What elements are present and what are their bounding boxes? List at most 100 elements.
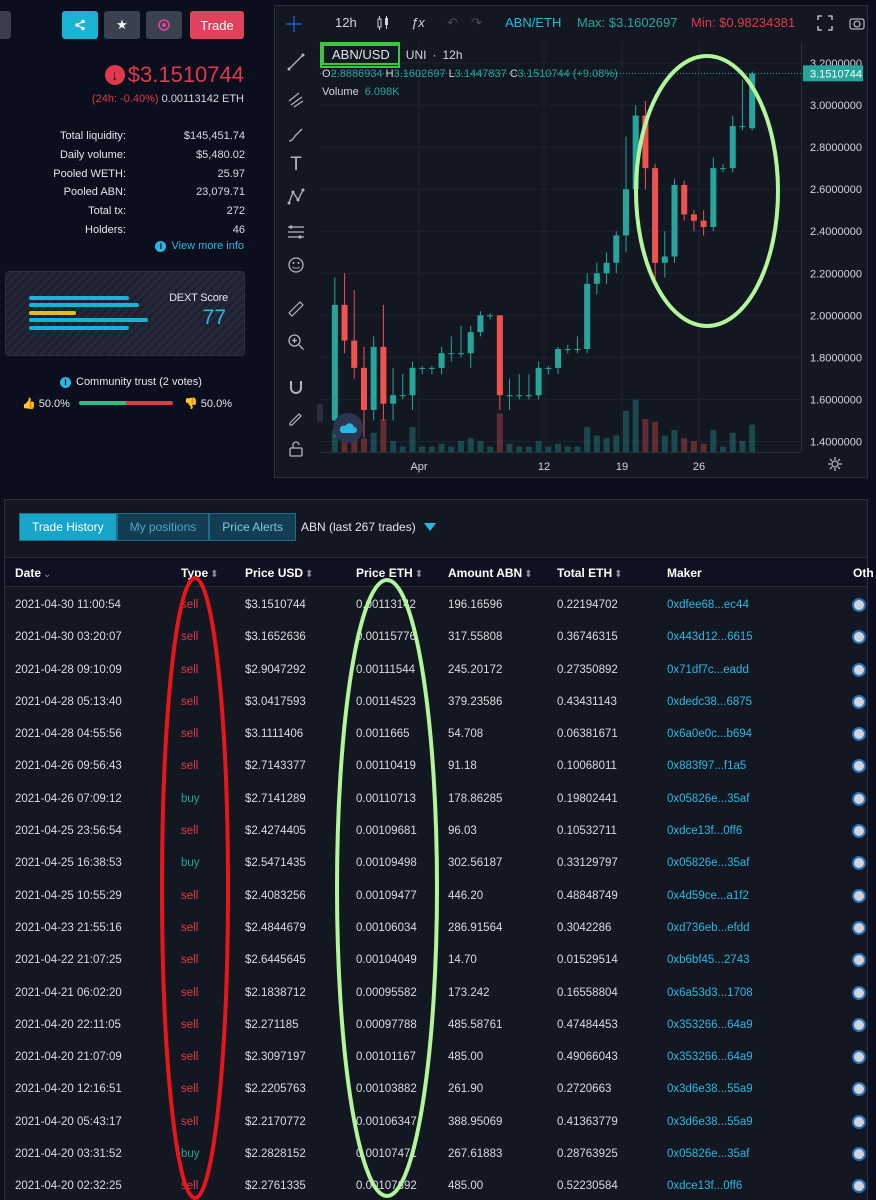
maker-address[interactable]: 0xdedc38...6875 [667,695,753,708]
table-row[interactable]: 2021-04-28 09:10:09 sell $2.9047292 0.00111… [5,654,867,686]
camera-icon[interactable] [849,15,865,34]
price-axis[interactable]: 3.2000000 3.0000000 2.8000000 2.6000000 2.40… [801,42,869,452]
maker-address[interactable]: 0x4d59ce...a1f2 [667,889,749,902]
maker-address[interactable]: 0x353266...64a9 [667,1018,753,1031]
trend-line-icon[interactable] [286,52,306,72]
ruler-icon[interactable] [286,299,306,319]
etherscan-icon[interactable] [852,694,866,709]
table-row[interactable]: 2021-04-20 22:11:05 sell $2.271185 0.000977… [5,1009,867,1041]
table-row[interactable]: 2021-04-28 04:55:56 sell $3.1111406 0.00116… [5,718,867,750]
table-row[interactable]: 2021-04-26 09:56:43 sell $2.7143377 0.00110… [5,750,867,782]
maker-address[interactable]: 0xdce13f...0ff6 [667,1180,743,1193]
etherscan-icon[interactable] [852,953,866,968]
share-button[interactable] [62,11,98,39]
candles-icon[interactable] [375,15,391,34]
maker-address[interactable]: 0x883f97...f1a5 [667,760,747,773]
table-row[interactable]: 2021-04-21 06:02:20 sell $2.1838712 0.00095… [5,977,867,1009]
etherscan-icon[interactable] [852,856,866,871]
table-row[interactable]: 2021-04-25 16:38:53 buy $2.5471435 0.001094… [5,847,867,879]
etherscan-icon[interactable] [852,1114,866,1129]
table-row[interactable]: 2021-04-26 07:09:12 buy $2.7141289 0.001107… [5,783,867,815]
table-row[interactable]: 2021-04-22 21:07:25 sell $2.6445645 0.00104… [5,944,867,976]
etherscan-icon[interactable] [852,630,866,645]
maker-address[interactable]: 0x353266...64a9 [667,1051,753,1064]
maker-address[interactable]: 0x05826e...35af [667,792,750,805]
etherscan-icon[interactable] [852,1147,866,1162]
lock-drawing-icon[interactable] [286,407,306,427]
etherscan-icon[interactable] [852,888,866,903]
pattern-icon[interactable] [286,187,306,207]
column-header[interactable]: Oth [853,566,874,580]
favorite-button[interactable]: ★ [104,11,140,39]
etherscan-icon[interactable] [852,1179,866,1194]
tab-trade-history[interactable]: Trade History [19,513,117,541]
tab-my-positions[interactable]: My positions [116,513,210,541]
etherscan-icon[interactable] [852,1050,866,1065]
column-header[interactable]: Type ⬍ [181,566,219,580]
table-row[interactable]: 2021-04-20 21:07:09 sell $2.3097197 0.00101… [5,1041,867,1073]
table-row[interactable]: 2021-04-25 10:55:29 sell $2.4083256 0.00109… [5,880,867,912]
undo-icon[interactable]: ↶ [447,15,458,30]
table-row[interactable]: 2021-04-20 05:43:17 sell $2.2170772 0.00106… [5,1106,867,1138]
maker-address[interactable]: 0x6a53d3...1708 [667,986,753,999]
table-row[interactable]: 2021-04-20 12:16:51 sell $2.2205763 0.00103… [5,1073,867,1105]
table-row[interactable]: 2021-04-30 03:20:07 sell $3.1652636 0.00115… [5,621,867,653]
column-header[interactable]: Date ⌄ [15,566,52,580]
maker-address[interactable]: 0x05826e...35af [667,857,750,870]
toolbar-collapse-handle[interactable] [317,404,323,422]
column-header[interactable]: Total ETH ⬍ [557,566,623,580]
uniswap-button[interactable] [146,11,182,39]
tab-price-alerts[interactable]: Price Alerts [209,513,296,541]
table-row[interactable]: 2021-04-25 23:56:54 sell $2.4274405 0.00109… [5,815,867,847]
thumbs-up-vote[interactable]: 👍 50.0% [22,398,70,410]
table-row[interactable]: 2021-04-28 05:13:40 sell $3.0417593 0.00114… [5,686,867,718]
redo-icon[interactable]: ↷ [471,15,482,30]
interval-selector[interactable]: 12h [335,15,357,30]
etherscan-icon[interactable] [852,1017,866,1032]
etherscan-icon[interactable] [852,985,866,1000]
fullscreen-icon[interactable] [817,15,833,34]
time-axis[interactable]: Apr 12 19 26 [320,452,801,478]
brush-icon[interactable] [286,125,306,145]
etherscan-icon[interactable] [852,598,866,612]
unlock-icon[interactable] [286,439,306,459]
column-header[interactable]: Maker [667,566,702,580]
tradingview-logo[interactable] [333,413,363,443]
etherscan-icon[interactable] [852,662,866,677]
emoji-icon[interactable] [286,255,306,275]
maker-address[interactable]: 0x3d6e38...55a9 [667,1115,753,1128]
etherscan-icon[interactable] [852,759,866,774]
filter-icon[interactable] [423,523,436,531]
symbol-label[interactable]: ABN/USD [322,44,400,65]
table-row[interactable]: 2021-04-23 21:55:16 sell $2.4844679 0.00106… [5,912,867,944]
pair-toggle[interactable]: ABN/ETH [505,15,562,30]
maker-address[interactable]: 0x05826e...35af [667,1148,750,1161]
candlestick-plot[interactable] [320,42,801,452]
maker-address[interactable]: 0xb6bf45...2743 [667,954,750,967]
etherscan-icon[interactable] [852,791,866,806]
indicators-icon[interactable]: ƒx [411,15,425,30]
pitchfork-icon[interactable] [286,90,306,110]
column-header[interactable]: Amount ABN ⬍ [448,566,533,580]
etherscan-icon[interactable] [852,1082,866,1097]
text-tool-icon[interactable]: T [290,154,302,175]
maker-address[interactable]: 0x443d12...6615 [667,631,753,644]
crosshair-icon[interactable] [285,15,303,36]
maker-address[interactable]: 0x71df7c...eadd [667,663,749,676]
view-more-info-link[interactable]: i View more info [155,240,244,252]
etherscan-icon[interactable] [852,920,866,935]
maker-address[interactable]: 0x6a0e0c...b694 [667,728,753,741]
chart-settings-icon[interactable] [827,456,843,477]
etherscan-icon[interactable] [852,824,866,839]
zoom-in-icon[interactable] [286,332,306,352]
column-header[interactable]: Price ETH ⬍ [356,566,424,580]
etherscan-icon[interactable] [852,727,866,742]
maker-address[interactable]: 0xdfee68...ec44 [667,599,749,611]
maker-address[interactable]: 0xd736eb...efdd [667,921,750,934]
maker-address[interactable]: 0xdce13f...0ff6 [667,825,743,838]
magnet-icon[interactable] [286,377,306,397]
prediction-icon[interactable] [286,222,306,242]
table-row[interactable]: 2021-04-30 11:00:54 sell $3.1510744 0.00113… [5,589,867,621]
maker-address[interactable]: 0x3d6e38...55a9 [667,1083,753,1096]
table-row[interactable]: 2021-04-20 03:31:52 buy $2.2828152 0.001074… [5,1138,867,1170]
